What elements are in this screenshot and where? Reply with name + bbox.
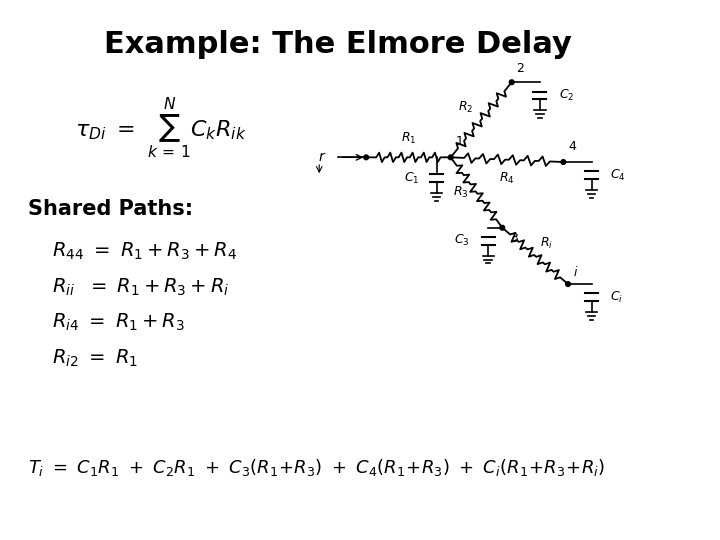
Text: $i$: $i$ [572,265,578,279]
Circle shape [449,155,453,160]
Text: $C_3$: $C_3$ [454,233,469,248]
Text: $R_{ii}\ \ =\ R_1 + R_3 + R_i$: $R_{ii}\ \ =\ R_1 + R_3 + R_i$ [52,276,229,298]
Text: $r$: $r$ [318,150,327,164]
Text: $4$: $4$ [568,140,577,153]
Text: Shared Paths:: Shared Paths: [28,199,193,219]
Text: $R_i$: $R_i$ [540,236,553,251]
Text: $1$: $1$ [455,135,464,148]
Circle shape [364,155,369,160]
Text: $R_{i4}\ =\ R_1 + R_3$: $R_{i4}\ =\ R_1 + R_3$ [52,312,184,333]
Text: $C_i$: $C_i$ [611,289,624,305]
Text: $2$: $2$ [516,62,525,75]
Text: $T_i\ =\ C_1 R_1\ +\ C_2 R_1\ +\ C_3(R_1\!+\!R_3)\ +\ C_4(R_1\!+\!R_3)\ +\ C_i(R: $T_i\ =\ C_1 R_1\ +\ C_2 R_1\ +\ C_3(R_1… [28,457,606,478]
Text: $R_3$: $R_3$ [454,185,469,200]
Text: $R_{44}\ =\ R_1 + R_3 + R_4$: $R_{44}\ =\ R_1 + R_3 + R_4$ [52,241,237,262]
Circle shape [566,282,570,286]
Text: $C_4$: $C_4$ [611,167,626,183]
Text: $3$: $3$ [510,232,518,246]
Circle shape [561,160,566,164]
Text: Example: The Elmore Delay: Example: The Elmore Delay [104,30,572,59]
Text: $\tau_{Di}\ =\ \sum_{k\,=\,1}^{N} C_k R_{ik}$: $\tau_{Di}\ =\ \sum_{k\,=\,1}^{N} C_k R_… [75,97,247,161]
Circle shape [500,225,505,230]
Circle shape [509,80,514,85]
Text: $C_1$: $C_1$ [404,171,420,186]
Text: $R_1$: $R_1$ [401,131,416,146]
Text: $R_{i2}\ =\ R_1$: $R_{i2}\ =\ R_1$ [52,348,138,369]
Text: $R_2$: $R_2$ [459,100,474,115]
Text: $R_4$: $R_4$ [499,171,515,186]
Text: $C_2$: $C_2$ [559,88,574,103]
